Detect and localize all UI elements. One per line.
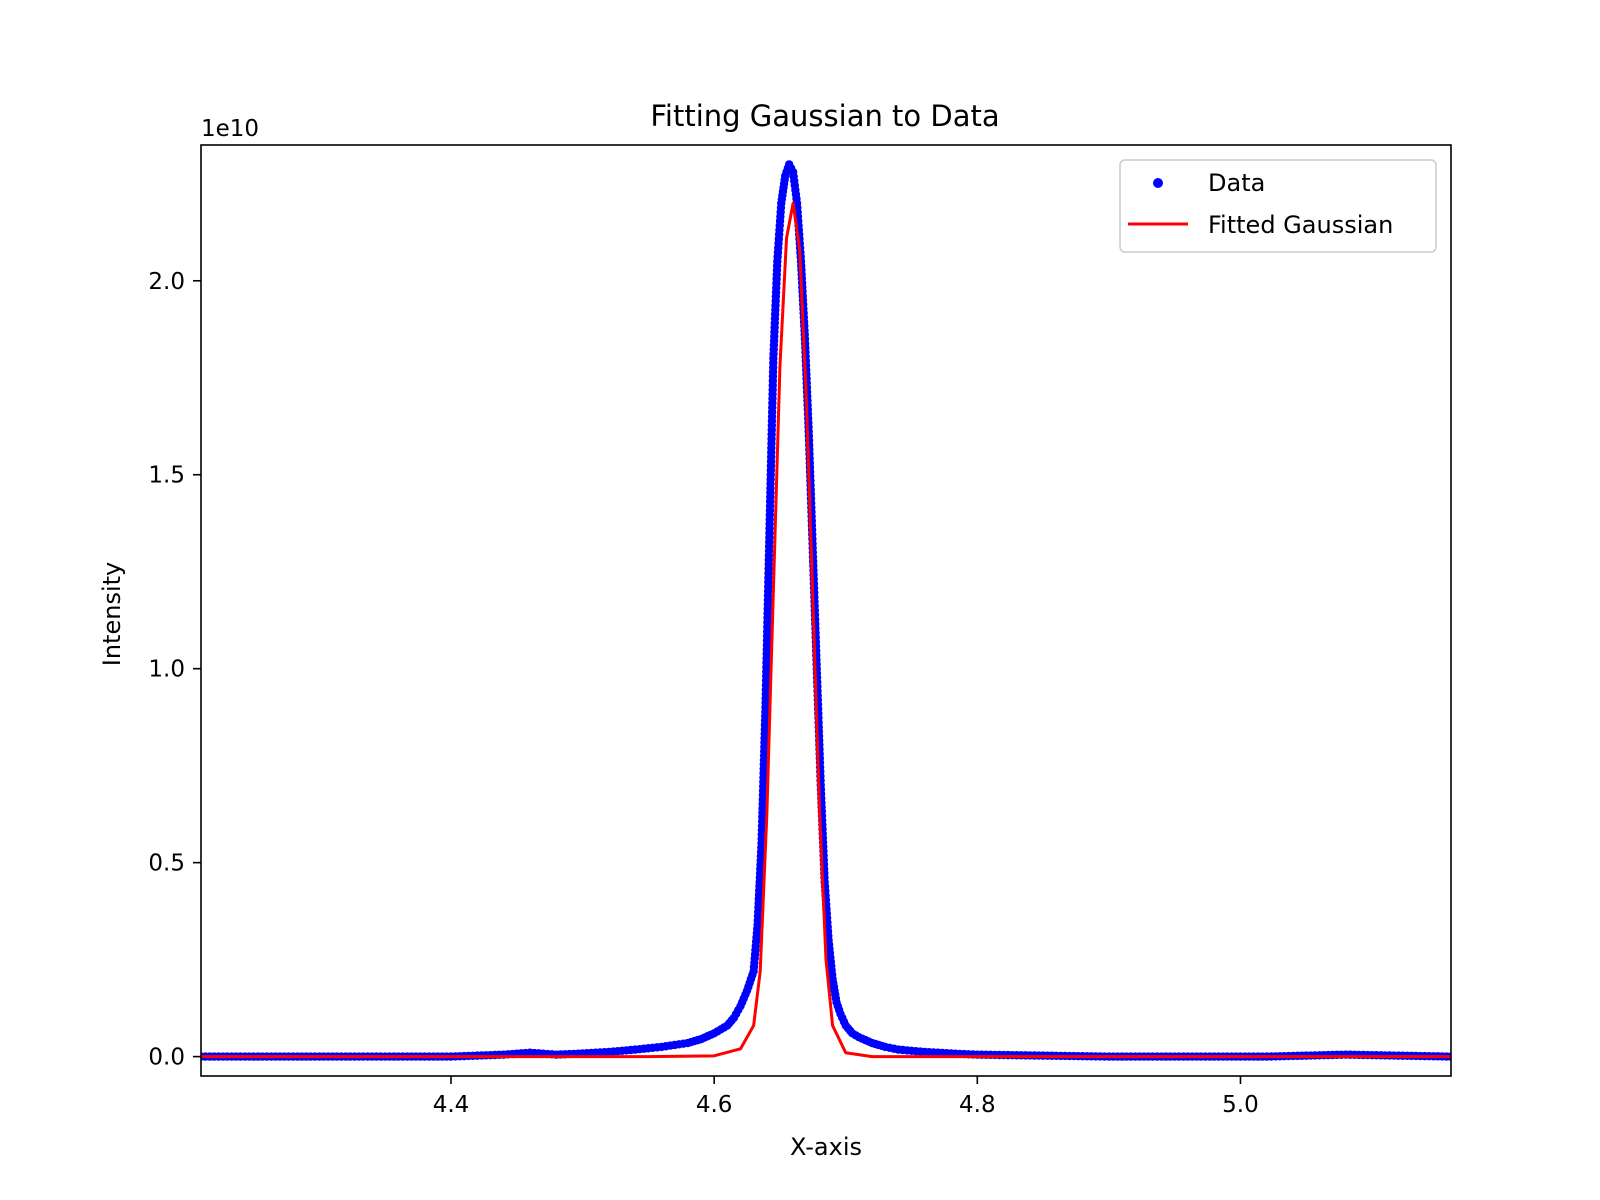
legend-box xyxy=(1119,159,1437,253)
x-tick-label: 5.0 xyxy=(1222,1092,1259,1118)
chart-title: Fitting Gaussian to Data xyxy=(650,99,999,133)
x-axis-label: X-axis xyxy=(790,1133,862,1161)
legend-label-fitted-gaussian: Fitted Gaussian xyxy=(1208,211,1393,239)
axis-layer: 4.4 4.6 4.8 5.0 0.0 0.5 1.0 1.5 2.0 xyxy=(148,144,1452,1118)
y-axis-offset-text: 1e10 xyxy=(201,116,259,142)
fitted-gaussian-line xyxy=(201,201,1451,1059)
plot-layer xyxy=(201,160,1451,1061)
y-tick-label: 0.0 xyxy=(148,1045,185,1071)
x-tick-label: 4.8 xyxy=(959,1092,996,1118)
legend-marker-data xyxy=(1153,178,1163,188)
y-axis-label: Intensity xyxy=(98,562,126,666)
legend-label-data: Data xyxy=(1208,169,1265,197)
x-tick-label: 4.4 xyxy=(433,1092,470,1118)
y-tick-label: 1.5 xyxy=(148,463,185,489)
y-tick-label: 1.0 xyxy=(148,657,185,683)
y-tick-label: 0.5 xyxy=(148,851,185,877)
plot-frame xyxy=(200,144,1452,1077)
y-tick-label: 2.0 xyxy=(148,269,185,295)
legend: Data Fitted Gaussian xyxy=(1119,159,1437,253)
x-tick-label: 4.6 xyxy=(696,1092,733,1118)
